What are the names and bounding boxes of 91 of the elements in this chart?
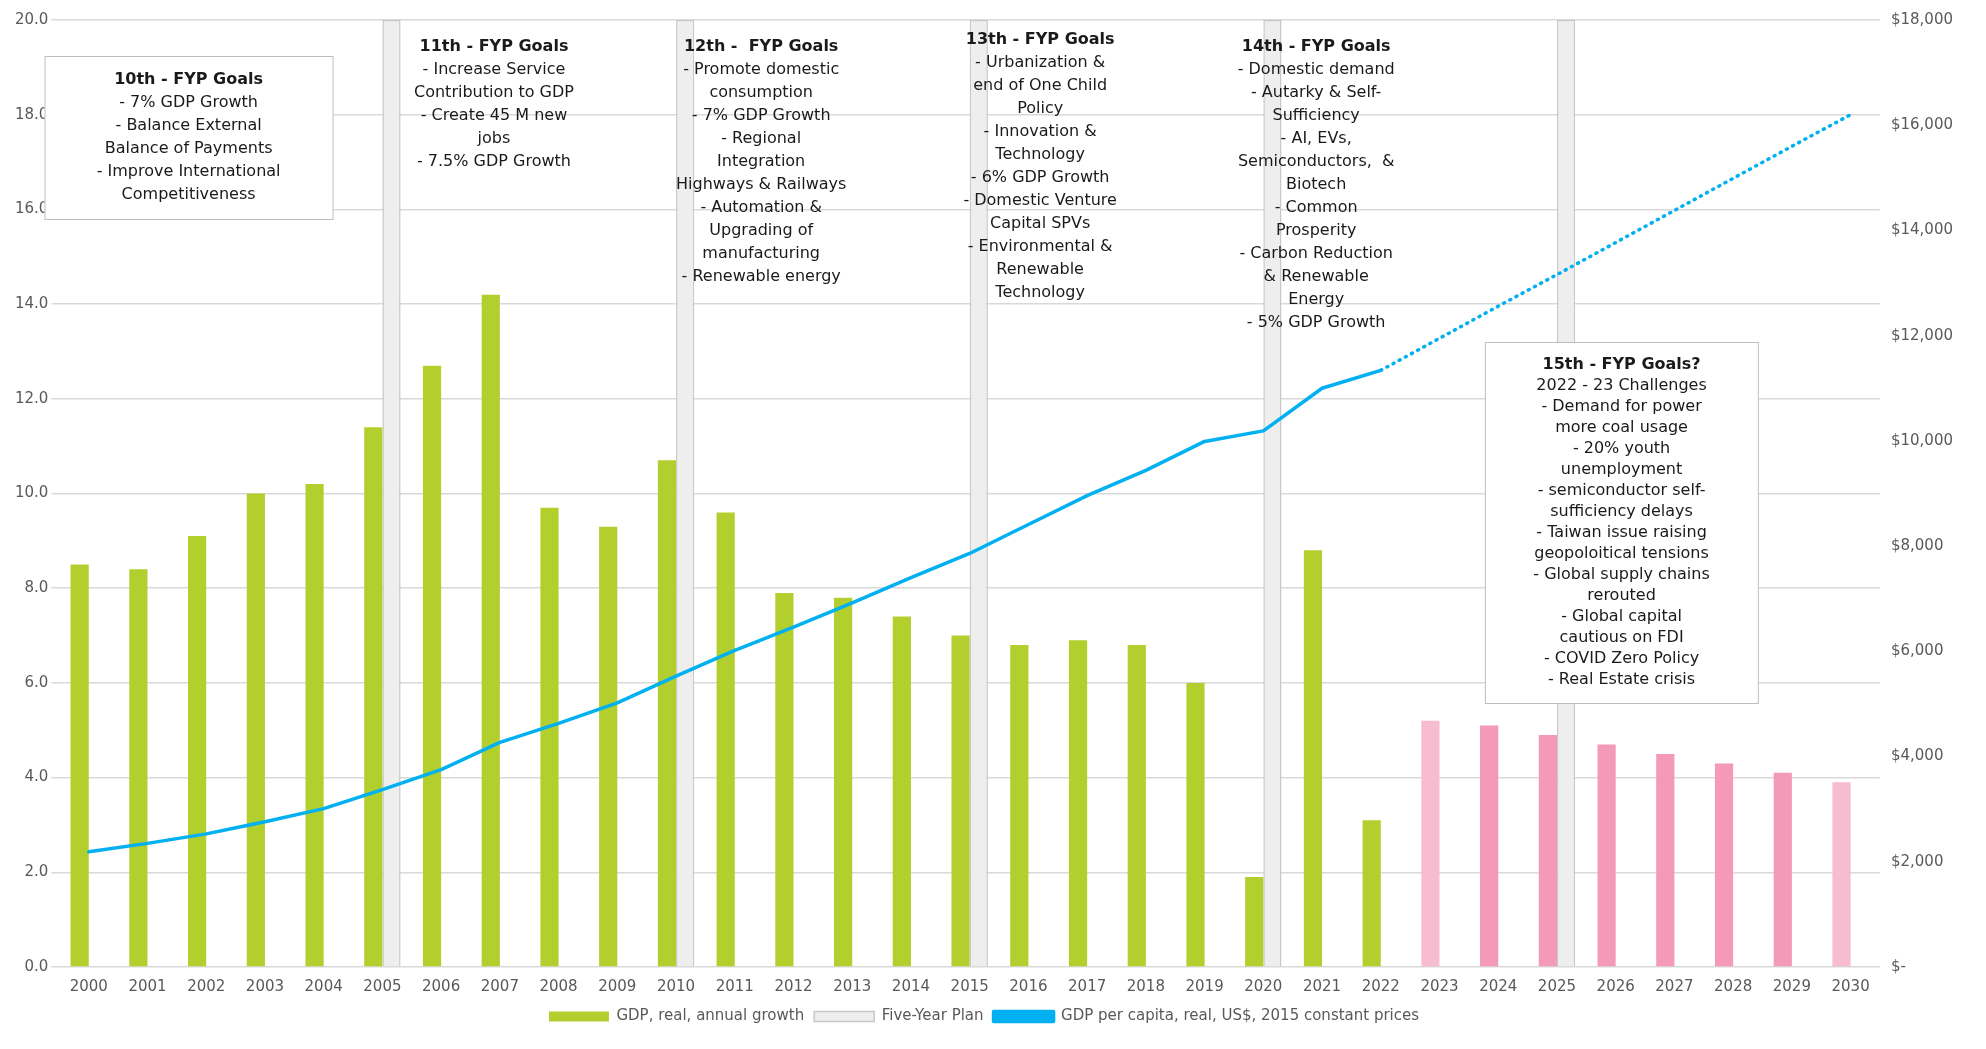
x-tick-label: 2011 — [715, 976, 754, 995]
bar — [481, 294, 500, 967]
bar — [951, 635, 970, 967]
x-tick-label: 2024 — [1479, 976, 1518, 995]
bar — [1127, 645, 1146, 967]
bar — [70, 564, 89, 967]
x-tick-label: 2013 — [833, 976, 872, 995]
bar — [834, 597, 853, 967]
y2-tick-label: $8,000 — [1890, 536, 1944, 554]
x-tick-label: 2016 — [1009, 976, 1048, 995]
bar — [1656, 753, 1675, 967]
y2-tick-label: $12,000 — [1890, 325, 1953, 344]
bar — [305, 484, 324, 967]
bar — [1010, 645, 1029, 967]
x-tick-label: 2021 — [1302, 976, 1342, 995]
x-tick-label: 2009 — [598, 976, 637, 995]
y-tick-label: 12.0 — [14, 388, 49, 407]
y2-tick-label: $4,000 — [1890, 746, 1944, 765]
bar — [1362, 820, 1381, 967]
y2-tick-label: $18,000 — [1890, 9, 1953, 28]
x-tick-label: 2015 — [950, 976, 989, 995]
x-tick-label: 2019 — [1185, 976, 1224, 995]
annotation: 11th - FYP Goals - Increase Service Contribution to GDP - Create 45 M new jobs - 7.5% GDP Growth — [414, 35, 574, 173]
x-tick-label: 2004 — [304, 976, 343, 995]
x-tick-label: 2014 — [891, 976, 931, 995]
x-tick-label: 2025 — [1537, 976, 1577, 995]
x-tick-label: 2003 — [245, 976, 285, 995]
bar — [129, 569, 148, 967]
x-tick-label: 2026 — [1596, 976, 1635, 995]
bar — [1480, 725, 1499, 967]
bar — [716, 512, 735, 967]
x-tick-label: 2002 — [187, 976, 226, 995]
y2-tick-label: $2,000 — [1890, 851, 1944, 870]
x-tick-label: 2030 — [1831, 976, 1870, 995]
annotation: 10th - FYP Goals - 7% GDP Growth - Balance External Balance of Payments - Improve International Competitiveness — [95, 67, 282, 205]
y-tick-label: 2.0 — [24, 862, 49, 881]
x-tick-label: 2000 — [69, 976, 108, 995]
x-tick-label: 2028 — [1714, 976, 1753, 995]
x-tick-label: 2005 — [363, 976, 402, 995]
bar — [1421, 720, 1440, 967]
bar — [1832, 782, 1851, 967]
text: 14th - FYP Goals - Domestic demand - Autarky & Self- Sufficiency - AI, EVs, Semiconductors, & Biotech - Common Prosperity - Carbon Reduction & Renewable Energy - 5% GDP Growth — [1237, 36, 1395, 332]
bar — [1186, 682, 1205, 967]
y-tick-label: 20.0 — [14, 9, 49, 28]
y2-tick-label: $10,000 — [1890, 430, 1953, 449]
y2-tick-label: $6,000 — [1890, 641, 1944, 660]
legend-label: GDP, real, annual growth — [616, 1006, 805, 1025]
y-tick-label: 0.0 — [24, 956, 49, 975]
bar — [1068, 640, 1088, 967]
y2-tick-label: $16,000 — [1890, 115, 1953, 134]
y-tick-label: 6.0 — [24, 672, 49, 691]
bar — [775, 592, 794, 967]
text: 13th - FYP Goals - Urbanization & end of One Child Policy - Innovation & Technology - 6% GDP Growth - Domestic Venture Capital SPVs - Environmental & Renewable Technology — [963, 29, 1117, 302]
text: 12th - FYP Goals - Promote domestic consumption - 7% GDP Growth - Regional Integration Highways & Railways - Automation & Upgrading of manufacturing - Renewable energy — [676, 36, 847, 286]
bar — [1303, 550, 1323, 967]
bar — [892, 616, 911, 967]
legend-label: GDP per capita, real, US$, 2015 constant prices — [1061, 1006, 1420, 1025]
bar — [657, 460, 677, 967]
x-tick-label: 2007 — [480, 976, 519, 995]
bar — [188, 536, 207, 967]
y-tick-label: 14.0 — [14, 293, 49, 312]
bar — [364, 427, 383, 967]
legend-label: Five-Year Plan — [881, 1006, 984, 1025]
bar — [1773, 772, 1792, 967]
bar — [540, 507, 559, 967]
y2-tick-label: $14,000 — [1890, 220, 1953, 239]
x-tick-label: 2001 — [128, 976, 167, 995]
y2-tick-label: $- — [1890, 956, 1906, 975]
x-tick-label: 2017 — [1068, 976, 1107, 995]
text-box: 15th - FYP Goals? 2022 - 23 Challenges - Demand for power more coal usage - 20% youth unemployment - semiconductor self- sufficiency delays - Taiwan issue raising geopoloitical tensions - Global supply chains rerouted - Global capital cautious on FDI - COVID Zero Policy - Real Estate crisis — [1484, 341, 1759, 704]
text-box: 10th - FYP Goals - 7% GDP Growth - Balance External Balance of Payments - Improve International Competitiveness — [44, 55, 334, 220]
bar — [1714, 763, 1734, 967]
x-tick-label: 2010 — [656, 976, 696, 995]
x-tick-label: 2022 — [1361, 976, 1400, 995]
bar — [599, 526, 618, 967]
y-tick-label: 10.0 — [14, 483, 49, 502]
y-tick-label: 4.0 — [24, 767, 49, 786]
x-tick-label: 2006 — [422, 976, 461, 995]
y-tick-label: 8.0 — [24, 578, 49, 597]
x-tick-label: 2018 — [1126, 976, 1165, 995]
x-tick-label: 2020 — [1244, 976, 1283, 995]
bar — [422, 365, 442, 967]
bar — [1245, 877, 1264, 967]
x-tick-label: 2012 — [774, 976, 813, 995]
bar — [1597, 744, 1616, 967]
x-tick-label: 2023 — [1420, 976, 1459, 995]
x-tick-label: 2008 — [539, 976, 578, 995]
x-tick-label: 2027 — [1655, 976, 1694, 995]
bar — [246, 493, 265, 967]
x-tick-label: 2029 — [1772, 976, 1811, 995]
bar — [1538, 734, 1557, 967]
